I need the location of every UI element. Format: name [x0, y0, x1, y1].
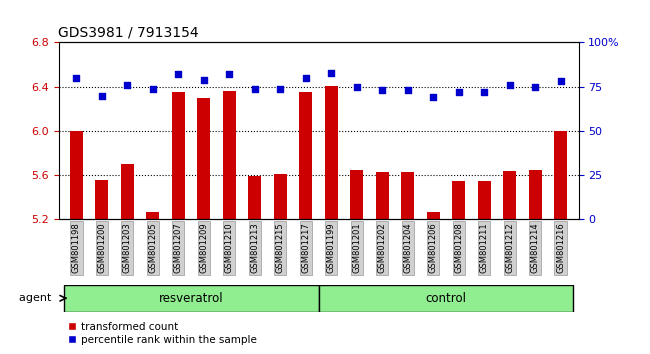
Text: GSM801211: GSM801211: [480, 223, 489, 273]
Bar: [96, 180, 108, 219]
Text: GSM801200: GSM801200: [98, 223, 107, 273]
Point: [173, 72, 183, 77]
Point: [504, 82, 515, 88]
Text: resveratrol: resveratrol: [159, 292, 224, 305]
Text: GSM801215: GSM801215: [276, 223, 285, 273]
Bar: [223, 91, 236, 219]
Bar: [452, 181, 465, 219]
Point: [428, 95, 438, 100]
Bar: [198, 98, 210, 219]
Text: GSM801201: GSM801201: [352, 223, 361, 273]
Bar: [427, 212, 439, 219]
Bar: [274, 174, 287, 219]
Bar: [64, 285, 318, 312]
Text: GSM801214: GSM801214: [530, 223, 540, 273]
Text: control: control: [426, 292, 467, 305]
Bar: [350, 170, 363, 219]
Text: GSM801198: GSM801198: [72, 223, 81, 273]
Bar: [172, 92, 185, 219]
Text: GSM801217: GSM801217: [301, 223, 310, 273]
Point: [71, 75, 81, 81]
Text: GSM801199: GSM801199: [327, 223, 336, 273]
Bar: [376, 172, 389, 219]
Legend: transformed count, percentile rank within the sample: transformed count, percentile rank withi…: [64, 317, 261, 349]
Bar: [318, 285, 573, 312]
Point: [479, 89, 489, 95]
Bar: [529, 170, 541, 219]
Point: [454, 89, 464, 95]
Bar: [401, 172, 414, 219]
Point: [530, 84, 540, 90]
Point: [97, 93, 107, 98]
Text: GSM801202: GSM801202: [378, 223, 387, 273]
Text: GSM801203: GSM801203: [123, 223, 132, 273]
Bar: [248, 176, 261, 219]
Point: [352, 84, 362, 90]
Point: [377, 87, 387, 93]
Text: GSM801204: GSM801204: [403, 223, 412, 273]
Point: [275, 86, 285, 91]
Bar: [300, 92, 312, 219]
Bar: [478, 181, 491, 219]
Point: [148, 86, 158, 91]
Bar: [70, 131, 83, 219]
Text: GSM801210: GSM801210: [225, 223, 234, 273]
Point: [300, 75, 311, 81]
Text: GSM801208: GSM801208: [454, 223, 463, 273]
Text: GSM801216: GSM801216: [556, 223, 565, 273]
Text: GSM801205: GSM801205: [148, 223, 157, 273]
Text: GSM801213: GSM801213: [250, 223, 259, 273]
Point: [326, 70, 337, 75]
Point: [224, 72, 235, 77]
Point: [122, 82, 133, 88]
Text: agent: agent: [20, 293, 55, 303]
Text: GSM801212: GSM801212: [505, 223, 514, 273]
Point: [199, 77, 209, 82]
Text: GSM801207: GSM801207: [174, 223, 183, 273]
Text: GSM801209: GSM801209: [200, 223, 208, 273]
Point: [556, 79, 566, 84]
Bar: [121, 164, 134, 219]
Text: GDS3981 / 7913154: GDS3981 / 7913154: [58, 26, 199, 40]
Bar: [325, 86, 337, 219]
Text: GSM801206: GSM801206: [429, 223, 437, 273]
Bar: [503, 171, 516, 219]
Point: [402, 87, 413, 93]
Bar: [554, 131, 567, 219]
Bar: [146, 212, 159, 219]
Point: [250, 86, 260, 91]
